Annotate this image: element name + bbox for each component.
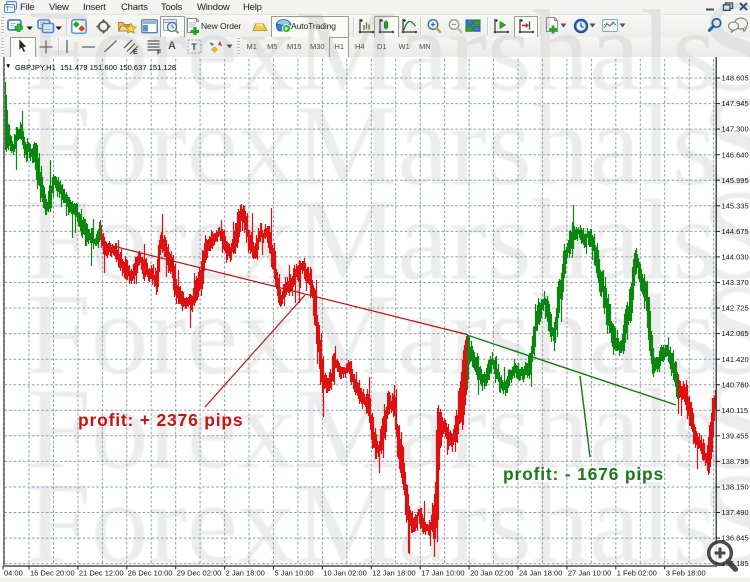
- svg-text:144.675: 144.675: [722, 227, 749, 236]
- svg-text:147.300: 147.300: [722, 125, 749, 134]
- svg-text:ForexMarshals: ForexMarshals: [27, 57, 717, 115]
- svg-text:145.335: 145.335: [722, 201, 749, 210]
- svg-text:147.945: 147.945: [722, 99, 749, 108]
- svg-text:138.150: 138.150: [722, 483, 749, 492]
- svg-text:136.185: 136.185: [722, 559, 749, 568]
- svg-text:17 Jan 10:00: 17 Jan 10:00: [421, 569, 464, 578]
- svg-text:S: S: [701, 69, 750, 213]
- svg-text:24 Jan 18:00: 24 Jan 18:00: [519, 569, 562, 578]
- svg-text:E: E: [133, 49, 138, 55]
- svg-text:F: F: [157, 50, 162, 56]
- svg-text:146.640: 146.640: [722, 150, 749, 159]
- svg-text:T: T: [191, 42, 197, 52]
- svg-text:26 Dec 10:00: 26 Dec 10:00: [128, 569, 173, 578]
- svg-text:20 Jan 02:00: 20 Jan 02:00: [470, 569, 513, 578]
- svg-text:142.065: 142.065: [722, 329, 749, 338]
- svg-text:2 Jan 18:00: 2 Jan 18:00: [226, 569, 265, 578]
- svg-text:145.995: 145.995: [722, 176, 749, 185]
- svg-text:138.795: 138.795: [722, 457, 749, 466]
- svg-text:148.605: 148.605: [722, 74, 749, 83]
- svg-text:04:00: 04:00: [4, 569, 23, 578]
- svg-text:137.490: 137.490: [722, 508, 749, 517]
- svg-text:ForexMarshals: ForexMarshals: [27, 460, 717, 582]
- svg-text:144.030: 144.030: [722, 253, 749, 262]
- svg-text:5 Jan 10:00: 5 Jan 10:00: [275, 569, 314, 578]
- svg-text:10 Jan 02:00: 10 Jan 02:00: [323, 569, 366, 578]
- svg-text:3 Feb 18:00: 3 Feb 18:00: [666, 569, 706, 578]
- svg-text:27 Jan 10:00: 27 Jan 10:00: [568, 569, 611, 578]
- svg-text:136.845: 136.845: [722, 534, 749, 543]
- svg-text:139.455: 139.455: [722, 431, 749, 440]
- svg-text:ForexMarshals: ForexMarshals: [27, 82, 717, 209]
- svg-text:141.420: 141.420: [722, 355, 749, 364]
- svg-text:140.760: 140.760: [722, 380, 749, 389]
- svg-text:21 Dec 12:00: 21 Dec 12:00: [79, 569, 124, 578]
- svg-text:143.370: 143.370: [722, 278, 749, 287]
- svg-text:S: S: [701, 57, 750, 119]
- svg-text:S: S: [701, 164, 750, 308]
- svg-text:140.115: 140.115: [722, 406, 749, 415]
- svg-text:16 Dec 20:00: 16 Dec 20:00: [30, 569, 75, 578]
- svg-text:142.725: 142.725: [722, 304, 749, 313]
- svg-text:29 Dec 02:00: 29 Dec 02:00: [177, 569, 222, 578]
- svg-text:12 Jan 18:00: 12 Jan 18:00: [372, 569, 415, 578]
- svg-text:1 Feb 02:00: 1 Feb 02:00: [617, 569, 657, 578]
